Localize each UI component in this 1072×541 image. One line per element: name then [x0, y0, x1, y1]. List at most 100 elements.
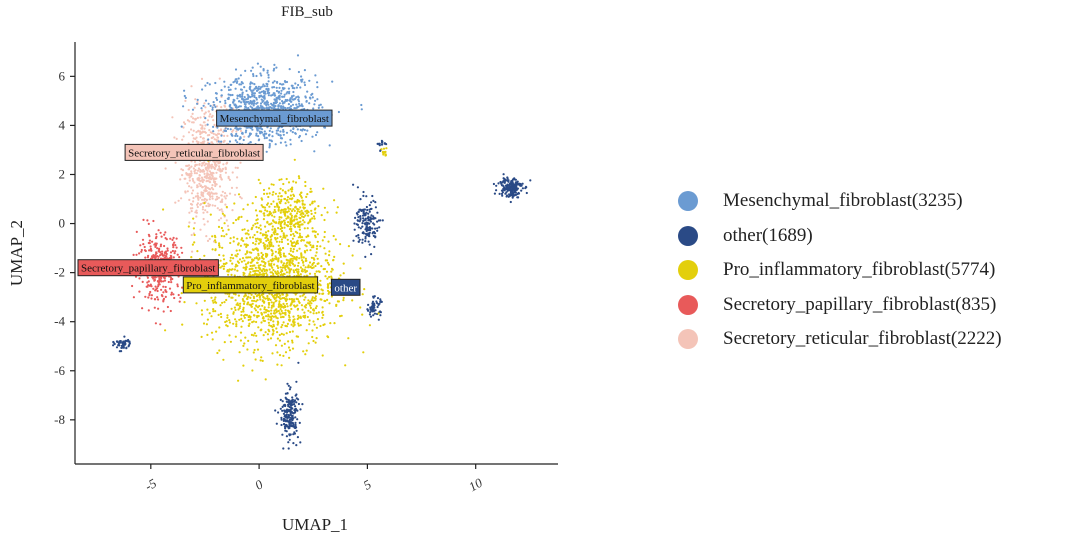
- data-point: [256, 230, 259, 234]
- data-point: [270, 234, 273, 237]
- data-point: [296, 418, 299, 421]
- data-point: [508, 188, 511, 191]
- data-point: [299, 128, 302, 131]
- data-point: [173, 241, 176, 244]
- data-point: [356, 223, 359, 226]
- data-point: [367, 232, 370, 235]
- data-point: [259, 228, 262, 231]
- data-point: [318, 292, 321, 295]
- data-point: [174, 161, 177, 164]
- legend-label: Mesenchymal_fibroblast(3235): [723, 190, 963, 212]
- data-point: [221, 246, 224, 249]
- data-point: [269, 298, 272, 302]
- data-point: [255, 132, 258, 135]
- data-point: [192, 217, 195, 220]
- data-point: [270, 309, 273, 312]
- data-point: [305, 235, 308, 238]
- data-point: [297, 236, 300, 239]
- data-point: [326, 261, 329, 264]
- data-point: [385, 147, 388, 150]
- data-point: [215, 330, 218, 333]
- data-point: [206, 239, 210, 242]
- data-point: [194, 118, 197, 121]
- data-point: [291, 186, 294, 189]
- data-point: [317, 106, 320, 109]
- data-point: [252, 334, 255, 337]
- data-point: [363, 222, 366, 225]
- data-point: [306, 129, 309, 132]
- data-point: [236, 166, 239, 169]
- data-point: [237, 77, 240, 80]
- data-point: [273, 63, 276, 66]
- data-point: [310, 246, 313, 249]
- data-point: [204, 162, 208, 165]
- data-point: [244, 105, 247, 108]
- data-point: [266, 237, 269, 240]
- data-point: [281, 292, 284, 296]
- data-point: [373, 302, 376, 305]
- data-point: [245, 126, 248, 129]
- data-point: [262, 260, 265, 263]
- cluster-label-text: Secretory_reticular_fibroblast: [128, 147, 260, 159]
- data-point: [241, 320, 244, 323]
- data-point: [255, 85, 258, 88]
- data-point: [294, 423, 297, 427]
- data-point: [283, 226, 286, 229]
- data-point: [280, 344, 283, 347]
- data-point: [263, 268, 266, 271]
- data-point: [364, 235, 367, 238]
- cluster-label-text: Mesenchymal_fibroblast: [220, 113, 329, 125]
- data-point: [199, 203, 202, 206]
- data-point: [337, 300, 340, 303]
- data-point: [256, 316, 259, 319]
- data-point: [308, 261, 312, 264]
- data-point: [321, 354, 324, 357]
- data-point: [262, 218, 265, 221]
- data-point: [272, 191, 275, 194]
- data-point: [371, 232, 374, 235]
- data-point: [294, 181, 298, 184]
- data-point: [370, 201, 373, 204]
- data-point: [201, 88, 204, 91]
- data-point: [291, 259, 294, 262]
- data-point: [364, 240, 367, 243]
- data-point: [208, 180, 211, 183]
- data-point: [159, 257, 163, 260]
- data-point: [289, 249, 292, 252]
- data-point: [201, 205, 205, 209]
- data-point: [256, 222, 259, 225]
- data-point: [295, 242, 298, 246]
- data-point: [310, 212, 313, 215]
- data-point: [210, 315, 213, 318]
- data-point: [191, 243, 194, 246]
- data-point: [190, 170, 193, 173]
- data-point: [228, 105, 231, 108]
- data-point: [230, 253, 233, 256]
- data-point: [303, 69, 306, 72]
- data-point: [314, 341, 317, 344]
- data-point: [314, 211, 317, 214]
- data-point: [312, 339, 315, 343]
- data-point: [361, 313, 364, 316]
- data-point: [295, 380, 298, 383]
- data-point: [255, 96, 258, 100]
- data-point: [255, 89, 259, 92]
- data-point: [180, 292, 183, 295]
- data-point: [157, 298, 160, 301]
- data-point: [241, 93, 244, 96]
- data-point: [250, 228, 253, 231]
- data-point: [198, 174, 201, 177]
- data-point: [264, 209, 267, 212]
- data-point: [289, 386, 292, 389]
- data-point: [252, 224, 255, 227]
- data-point: [172, 243, 175, 246]
- data-point: [360, 108, 363, 111]
- data-point: [253, 107, 256, 111]
- data-point: [272, 219, 275, 222]
- data-point: [147, 284, 150, 287]
- data-point: [259, 91, 262, 94]
- data-point: [252, 320, 255, 323]
- data-point: [283, 235, 286, 238]
- data-point: [266, 71, 269, 74]
